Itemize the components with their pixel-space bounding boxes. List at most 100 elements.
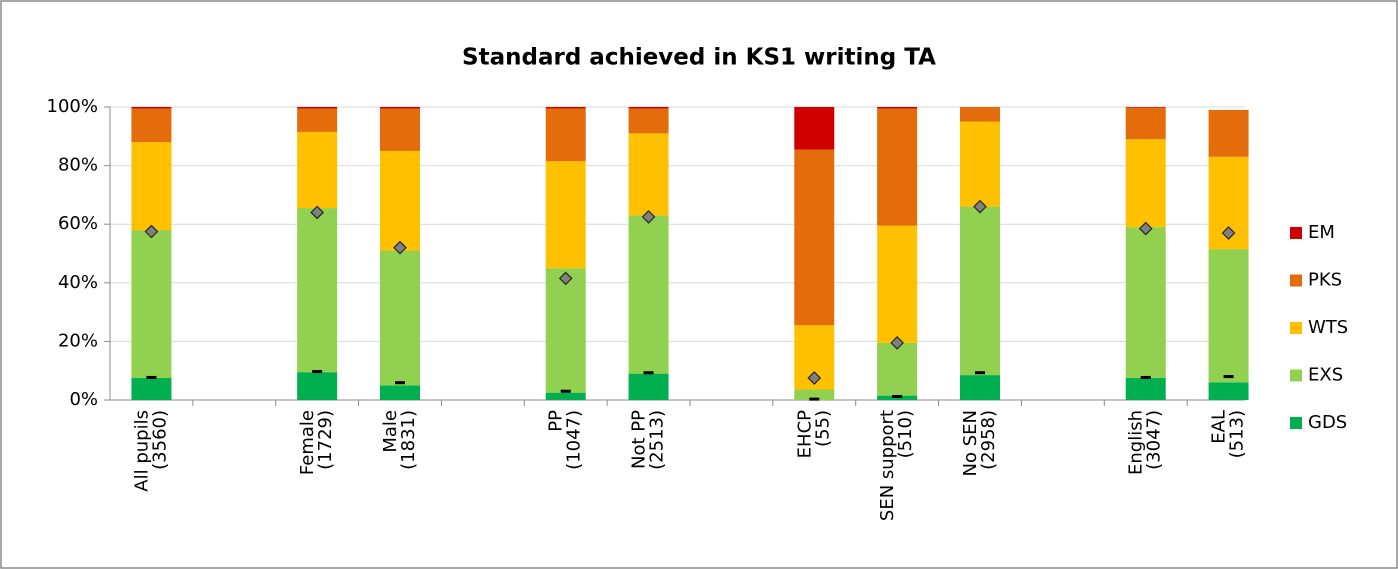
x-tick-label-line: (3047) bbox=[1144, 410, 1165, 470]
bar-segment bbox=[628, 133, 669, 216]
bar-segment bbox=[1208, 249, 1249, 383]
dash-marker bbox=[975, 371, 985, 375]
x-tick-label: English(3047) bbox=[1126, 410, 1165, 475]
legend-swatch bbox=[1290, 227, 1302, 239]
x-tick-label-line: PP bbox=[546, 410, 567, 432]
dash-marker bbox=[1140, 375, 1151, 379]
bar-segment bbox=[628, 107, 669, 109]
x-tick-label-line: All pupils bbox=[131, 410, 152, 492]
bar-segment bbox=[131, 142, 172, 231]
y-tick-label: 20% bbox=[58, 330, 98, 351]
x-tick-label-line: (1729) bbox=[315, 410, 336, 470]
x-tick-label-line: SEN support bbox=[877, 410, 898, 521]
diamond-marker bbox=[890, 336, 904, 350]
y-tick-label: 60% bbox=[58, 213, 98, 234]
diamond-marker bbox=[393, 240, 407, 255]
x-tick-label-line: (1831) bbox=[398, 410, 419, 470]
x-tick-label: Female(1729) bbox=[297, 410, 336, 475]
diamond-marker bbox=[641, 210, 656, 224]
bar-segment bbox=[380, 108, 420, 151]
bar-segment bbox=[1208, 382, 1249, 400]
x-tick-label: EHCP(55) bbox=[794, 410, 833, 458]
bar-segment bbox=[1125, 107, 1166, 140]
x-tick-label-line: Not PP bbox=[629, 410, 650, 469]
y-tick-label: 100% bbox=[47, 96, 98, 117]
diamond-marker bbox=[310, 205, 324, 220]
bar-segment bbox=[960, 375, 1000, 400]
bar-segment bbox=[628, 373, 669, 400]
bar-segment bbox=[545, 268, 586, 393]
legend-label: GDS bbox=[1308, 412, 1347, 433]
x-tick-label: EAL(513) bbox=[1209, 410, 1248, 458]
bar-segment bbox=[877, 225, 918, 343]
bar-segment bbox=[1125, 139, 1166, 228]
x-tick-label: No SEN(2958) bbox=[960, 410, 999, 476]
bar-segment bbox=[545, 392, 586, 400]
bar-segment bbox=[794, 389, 835, 400]
bar-segment bbox=[960, 107, 1000, 122]
bar-segment bbox=[1125, 227, 1166, 379]
x-tick-label-line: EHCP bbox=[794, 410, 815, 458]
y-tick-label: 0% bbox=[69, 389, 98, 410]
bar-segment bbox=[794, 149, 835, 326]
bar-segment bbox=[131, 230, 172, 379]
dash-marker bbox=[560, 389, 571, 393]
legend-swatch bbox=[1290, 417, 1302, 429]
diamond-marker bbox=[1221, 226, 1236, 240]
bar-segment bbox=[877, 107, 918, 109]
bar-segment bbox=[380, 150, 420, 251]
bar-segment bbox=[545, 107, 586, 109]
y-tick-label: 80% bbox=[58, 155, 98, 176]
x-tick-label-line: (55) bbox=[812, 410, 833, 447]
bar-segment bbox=[960, 121, 1000, 207]
bar-segment bbox=[877, 342, 918, 396]
bar-segment bbox=[380, 107, 420, 109]
diamond-marker bbox=[1138, 221, 1153, 236]
x-tick-label-line: No SEN bbox=[960, 410, 981, 476]
legend-label: PKS bbox=[1308, 270, 1342, 291]
dash-marker bbox=[809, 397, 820, 401]
bar-segment bbox=[628, 215, 669, 374]
diamond-marker bbox=[558, 271, 573, 286]
dash-marker bbox=[1223, 375, 1234, 379]
bar-segment bbox=[297, 107, 338, 109]
chart-title: Standard achieved in KS1 writing TA bbox=[462, 45, 936, 71]
legend-label: EXS bbox=[1308, 365, 1343, 386]
legend-label: EM bbox=[1308, 222, 1335, 243]
bar-segment bbox=[545, 108, 586, 162]
x-tick-label-line: (513) bbox=[1227, 410, 1248, 458]
x-tick-label: Not PP(2513) bbox=[629, 410, 668, 470]
bar-segment bbox=[297, 208, 338, 373]
bar-segment bbox=[545, 161, 586, 269]
x-tick-label: All pupils(3560) bbox=[131, 410, 170, 492]
bar-segment bbox=[628, 108, 669, 134]
x-tick-label: PP(1047) bbox=[546, 410, 585, 470]
x-tick-label: SEN support(510) bbox=[877, 410, 916, 521]
diamond-marker bbox=[807, 371, 822, 385]
x-tick-label-line: (2513) bbox=[647, 410, 668, 470]
dash-marker bbox=[892, 394, 903, 398]
dash-marker bbox=[312, 370, 323, 374]
bar-segment bbox=[794, 107, 835, 150]
x-tick-label-line: (510) bbox=[895, 410, 916, 458]
legend-swatch bbox=[1290, 369, 1302, 382]
x-tick-label: Male(1831) bbox=[380, 410, 419, 470]
x-tick-label-line: (2958) bbox=[978, 410, 999, 470]
bar-segment bbox=[297, 131, 338, 209]
x-tick-label-line: English bbox=[1126, 410, 1147, 475]
x-tick-label-line: (1047) bbox=[564, 410, 585, 470]
bar-segment bbox=[380, 385, 420, 400]
bar-segment bbox=[877, 108, 918, 226]
bar-segment bbox=[380, 250, 420, 386]
legend-swatch bbox=[1290, 322, 1302, 334]
bar-segment bbox=[131, 108, 172, 143]
bar-segment bbox=[1125, 107, 1166, 108]
bar-segment bbox=[1208, 109, 1249, 157]
legend-swatch bbox=[1290, 274, 1302, 287]
bar-segment bbox=[297, 108, 338, 132]
bar-segment bbox=[297, 372, 338, 400]
dash-marker bbox=[146, 375, 157, 379]
bar-segment bbox=[131, 378, 172, 400]
y-tick-label: 40% bbox=[58, 272, 98, 293]
